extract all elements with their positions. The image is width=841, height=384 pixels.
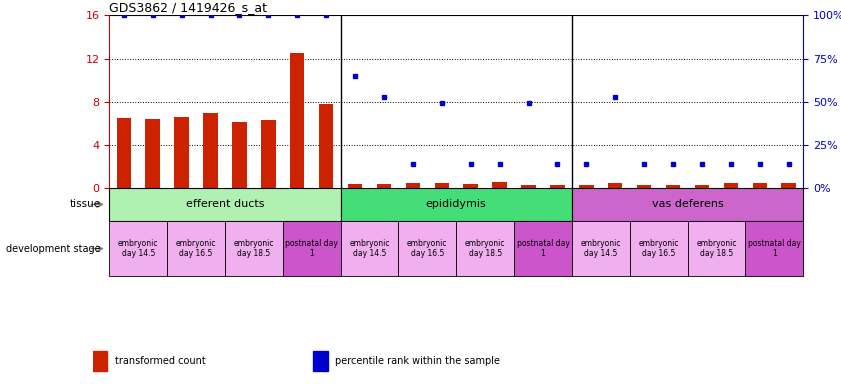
- Text: percentile rank within the sample: percentile rank within the sample: [336, 356, 500, 366]
- Bar: [167, 221, 225, 276]
- Text: embryonic
day 16.5: embryonic day 16.5: [638, 239, 679, 258]
- Text: embryonic
day 18.5: embryonic day 18.5: [465, 239, 505, 258]
- Bar: [93, 351, 108, 371]
- Bar: [319, 104, 333, 188]
- Bar: [232, 122, 246, 188]
- Text: tissue: tissue: [70, 199, 101, 210]
- Bar: [341, 188, 572, 221]
- Bar: [572, 221, 630, 276]
- Bar: [630, 221, 687, 276]
- Bar: [174, 117, 189, 188]
- Bar: [753, 183, 767, 188]
- Bar: [283, 221, 341, 276]
- Bar: [204, 113, 218, 188]
- Bar: [109, 221, 167, 276]
- Bar: [377, 184, 391, 188]
- Bar: [109, 188, 341, 221]
- Bar: [687, 221, 745, 276]
- Bar: [341, 221, 399, 276]
- Text: postnatal day
1: postnatal day 1: [285, 239, 338, 258]
- Bar: [456, 221, 514, 276]
- Text: postnatal day
1: postnatal day 1: [516, 239, 569, 258]
- Bar: [145, 119, 160, 188]
- Bar: [637, 185, 652, 188]
- Bar: [514, 221, 572, 276]
- Text: embryonic
day 14.5: embryonic day 14.5: [580, 239, 621, 258]
- Text: embryonic
day 16.5: embryonic day 16.5: [176, 239, 216, 258]
- Bar: [723, 183, 738, 188]
- Text: embryonic
day 18.5: embryonic day 18.5: [234, 239, 274, 258]
- Text: efferent ducts: efferent ducts: [186, 199, 264, 210]
- Bar: [550, 185, 564, 188]
- Bar: [745, 221, 803, 276]
- Bar: [399, 221, 456, 276]
- Bar: [290, 53, 304, 188]
- Bar: [666, 185, 680, 188]
- Bar: [572, 188, 803, 221]
- Bar: [225, 221, 283, 276]
- Bar: [261, 120, 276, 188]
- Text: GDS3862 / 1419426_s_at: GDS3862 / 1419426_s_at: [109, 1, 267, 14]
- Bar: [435, 183, 449, 188]
- Text: vas deferens: vas deferens: [652, 199, 723, 210]
- Text: embryonic
day 14.5: embryonic day 14.5: [118, 239, 158, 258]
- Text: embryonic
day 14.5: embryonic day 14.5: [349, 239, 389, 258]
- Bar: [313, 351, 328, 371]
- Text: embryonic
day 18.5: embryonic day 18.5: [696, 239, 737, 258]
- Bar: [492, 182, 507, 188]
- Bar: [117, 118, 131, 188]
- Text: transformed count: transformed count: [114, 356, 205, 366]
- Bar: [521, 185, 536, 188]
- Bar: [781, 183, 796, 188]
- Bar: [348, 184, 362, 188]
- Text: postnatal day
1: postnatal day 1: [748, 239, 801, 258]
- Bar: [579, 185, 594, 188]
- Text: embryonic
day 16.5: embryonic day 16.5: [407, 239, 447, 258]
- Bar: [608, 183, 622, 188]
- Bar: [405, 183, 420, 188]
- Text: development stage: development stage: [6, 243, 101, 254]
- Bar: [463, 184, 478, 188]
- Text: epididymis: epididymis: [426, 199, 487, 210]
- Bar: [695, 185, 709, 188]
